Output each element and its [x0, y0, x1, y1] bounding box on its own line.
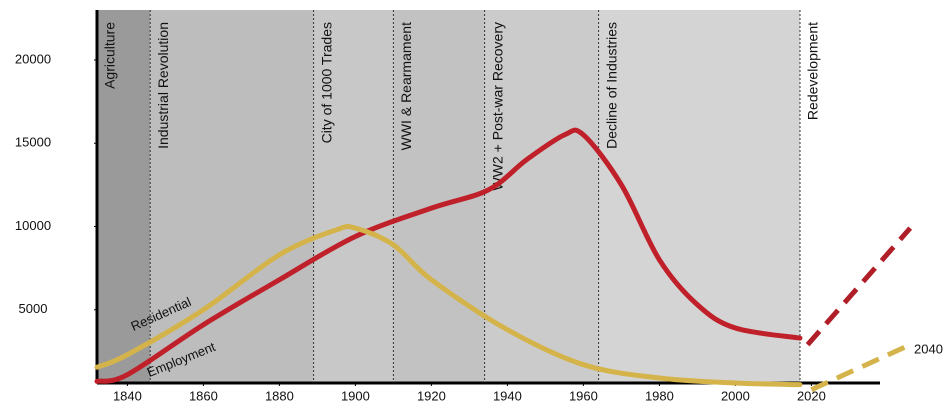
era-label: WW2 + Post-war Recovery: [489, 22, 505, 190]
x-tick-label: 1980: [645, 388, 674, 403]
x-tick-label: 1900: [341, 388, 370, 403]
x-tick-label: 2000: [721, 388, 750, 403]
y-tick-label: 5000: [19, 301, 48, 316]
era-label: WWI & Rearmament: [398, 22, 414, 150]
era-label: Redevelopment: [805, 22, 821, 120]
x-tick-label: 1880: [265, 388, 294, 403]
era-band: [484, 10, 599, 383]
y-tick-label: 20000: [15, 51, 51, 66]
era-band: [313, 10, 394, 383]
x-tick-label: 1860: [189, 388, 218, 403]
x-tick-label: 1840: [113, 388, 142, 403]
era-band: [800, 10, 914, 383]
x-tick-label: 2020: [797, 388, 826, 403]
series-line: [94, 127, 803, 384]
y-tick-label: 10000: [15, 218, 51, 233]
era-label: Industrial Revolution: [155, 22, 171, 149]
series-line: [805, 226, 913, 347]
x-tick-label: 1920: [417, 388, 446, 403]
y-tick-label: 15000: [15, 135, 51, 150]
era-label: Agriculture: [102, 22, 118, 89]
x-tick-label: 1940: [493, 388, 522, 403]
era-label: Decline of Industries: [603, 22, 619, 149]
series-line: [810, 342, 912, 392]
era-band: [598, 10, 800, 383]
era-label: City of 1000 Trades: [318, 22, 334, 143]
annotation: 2040: [914, 341, 943, 356]
era-band: [150, 10, 314, 383]
series-line: [94, 223, 803, 388]
x-tick-label: 1960: [569, 388, 598, 403]
era-band: [97, 10, 151, 383]
